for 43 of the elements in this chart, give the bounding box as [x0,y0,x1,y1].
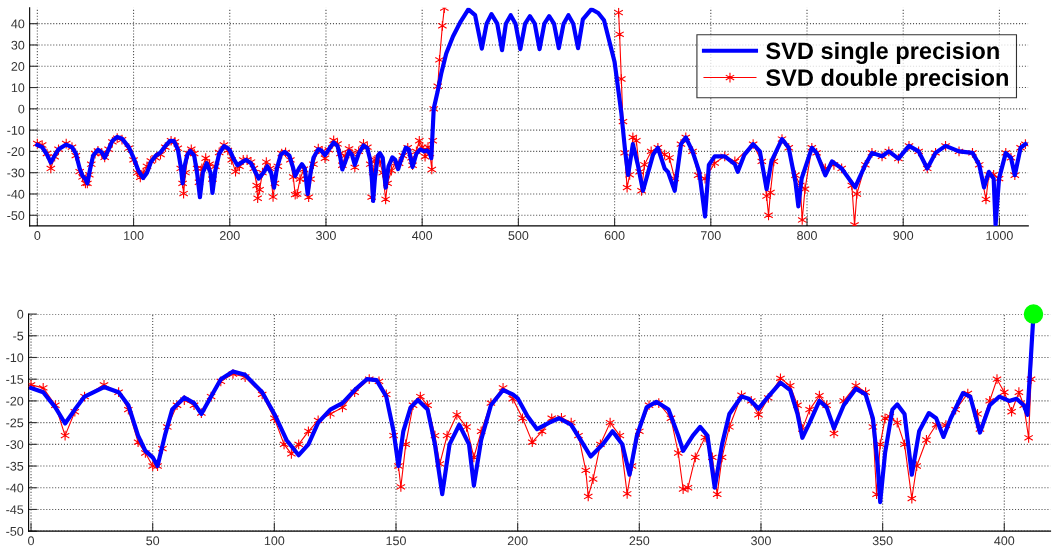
legend-label: SVD double precision [766,68,1008,91]
x-tick-label: 700 [701,231,721,240]
x-tick-label: 0 [34,231,41,240]
y-tick-label: -20 [6,396,24,406]
x-tick-label: 100 [124,231,144,240]
x-tick-label: 300 [751,536,771,546]
x-tick-label: 0 [28,536,35,546]
y-tick-label: -50 [7,211,25,220]
x-tick-label: 50 [146,536,160,546]
y-tick-label: -20 [7,147,25,157]
x-tick-label: 600 [604,231,625,240]
x-tick-label: 1000 [986,231,1013,240]
y-tick-label: 0 [17,309,24,319]
y-tick-label: -45 [6,505,24,515]
y-tick-label: -40 [7,189,25,199]
x-tick-label: 400 [994,536,1015,546]
x-tick-label: 800 [797,231,817,240]
y-tick-label: -10 [7,125,25,135]
y-tick-label: 0 [18,104,25,114]
y-tick-label: 10 [11,83,25,93]
y-tick-label: -50 [6,526,24,536]
y-tick-label: -15 [6,375,24,384]
x-tick-label: 400 [412,231,433,240]
y-tick-label: 20 [11,62,25,71]
y-tick-label: 30 [11,40,25,50]
y-tick-label: -5 [13,331,24,341]
y-tick-label: -40 [6,483,24,493]
x-tick-label: 300 [316,231,336,240]
y-tick-label: -35 [6,461,24,471]
x-tick-label: 350 [872,536,893,546]
y-tick-label: 40 [11,19,25,29]
x-tick-label: 100 [264,536,285,546]
x-tick-label: 500 [508,231,529,240]
y-tick-label: -10 [6,353,24,363]
legend-label: SVD single precision [766,41,999,64]
x-tick-label: 150 [386,536,406,546]
y-tick-label: -30 [6,440,24,449]
x-tick-label: 250 [629,536,650,546]
x-tick-label: 200 [507,536,528,546]
y-tick-label: -30 [7,168,25,178]
x-tick-label: 200 [219,231,240,240]
y-tick-label: -25 [6,418,24,428]
x-tick-label: 900 [893,231,914,240]
